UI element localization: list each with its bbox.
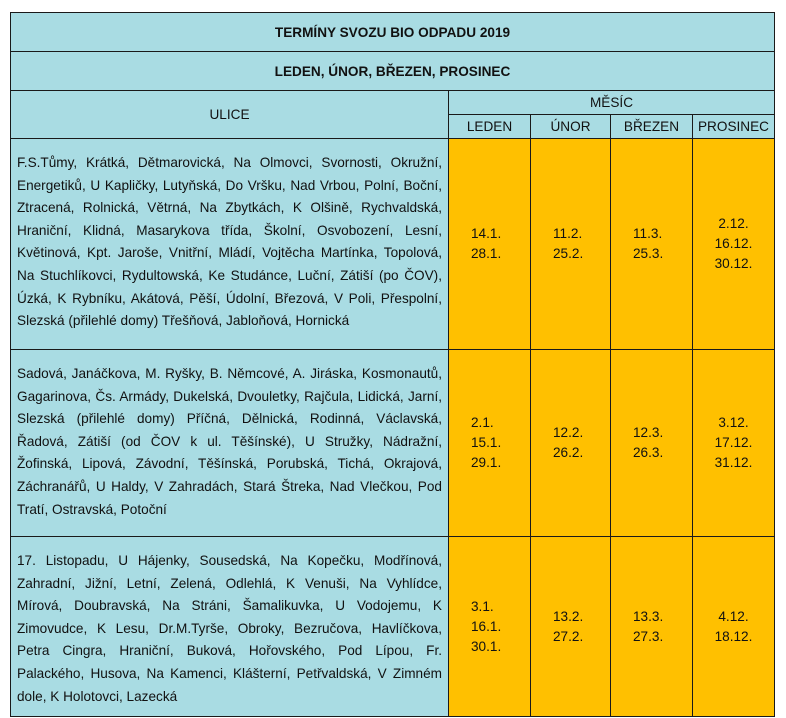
table-subtitle: LEDEN, ÚNOR, BŘEZEN, PROSINEC bbox=[10, 51, 775, 91]
table-title: TERMÍNY SVOZU BIO ODPADU 2019 bbox=[10, 12, 775, 52]
date: 26.3. bbox=[633, 445, 664, 460]
date: 18.12. bbox=[714, 628, 753, 644]
header-month-leden: LEDEN bbox=[448, 114, 531, 139]
dates-prosinec: 3.12. 17.12. 31.12. bbox=[692, 349, 775, 537]
streets-cell: Sadová, Janáčkova, M. Ryšky, B. Němcové,… bbox=[10, 349, 449, 537]
header-month-prosinec: PROSINEC bbox=[692, 114, 775, 139]
header-month-brezen: BŘEZEN bbox=[610, 114, 693, 139]
date: 4.12. bbox=[718, 608, 749, 624]
header-ulice: ULICE bbox=[10, 90, 449, 139]
table-row: F.S.Tůmy, Krátká, Dětmarovická, Na Olmov… bbox=[10, 138, 775, 350]
date: 13.2. bbox=[553, 608, 584, 624]
dates-leden: 3.1. 16.1. 30.1. bbox=[448, 535, 531, 718]
table-row: 17. Listopadu, U Hájenky, Sousedská, Na … bbox=[10, 535, 775, 718]
date: 3.1. bbox=[471, 598, 494, 614]
schedule-wrapper: TERMÍNY SVOZU BIO ODPADU 2019 LEDEN, ÚNO… bbox=[10, 12, 775, 718]
date: 30.12. bbox=[714, 256, 753, 271]
dates-prosinec: 4.12. 18.12. bbox=[692, 535, 775, 718]
header-month-unor: ÚNOR bbox=[530, 114, 611, 139]
dates-unor: 11.2. 25.2. bbox=[530, 138, 611, 350]
date: 14.1. bbox=[471, 226, 502, 241]
date: 13.3. bbox=[633, 608, 664, 624]
dates-unor: 12.2. 26.2. bbox=[530, 349, 611, 537]
date: 16.12. bbox=[714, 236, 753, 251]
date: 11.3. bbox=[633, 226, 663, 241]
dates-brezen: 12.3. 26.3. bbox=[610, 349, 693, 537]
date: 2.12. bbox=[718, 216, 749, 231]
date: 16.1. bbox=[471, 618, 502, 634]
date: 28.1. bbox=[471, 246, 502, 261]
table-row: Sadová, Janáčkova, M. Ryšky, B. Němcové,… bbox=[10, 349, 775, 537]
date: 26.2. bbox=[553, 445, 584, 460]
dates-leden: 14.1. 28.1. bbox=[448, 138, 531, 350]
date: 12.3. bbox=[633, 425, 664, 440]
date: 17.12. bbox=[714, 435, 753, 450]
header-mesic: MĚSÍC bbox=[448, 90, 775, 115]
date: 3.12. bbox=[718, 415, 749, 430]
date: 29.1. bbox=[471, 455, 502, 470]
dates-brezen: 11.3. 25.3. bbox=[610, 138, 693, 350]
date: 15.1. bbox=[471, 435, 502, 450]
date: 27.2. bbox=[553, 628, 584, 644]
dates-prosinec: 2.12. 16.12. 30.12. bbox=[692, 138, 775, 350]
date: 25.3. bbox=[633, 246, 664, 261]
date: 11.2. bbox=[553, 226, 583, 241]
date: 31.12. bbox=[714, 455, 753, 470]
dates-unor: 13.2. 27.2. bbox=[530, 535, 611, 718]
streets-cell: 17. Listopadu, U Hájenky, Sousedská, Na … bbox=[10, 535, 449, 718]
date: 27.3. bbox=[633, 628, 664, 644]
date: 25.2. bbox=[553, 246, 584, 261]
date: 2.1. bbox=[471, 415, 494, 430]
schedule-table: TERMÍNY SVOZU BIO ODPADU 2019 LEDEN, ÚNO… bbox=[10, 12, 775, 718]
date: 30.1. bbox=[471, 638, 502, 654]
dates-brezen: 13.3. 27.3. bbox=[610, 535, 693, 718]
date: 12.2. bbox=[553, 425, 584, 440]
dates-leden: 2.1. 15.1. 29.1. bbox=[448, 349, 531, 537]
streets-cell: F.S.Tůmy, Krátká, Dětmarovická, Na Olmov… bbox=[10, 138, 449, 350]
